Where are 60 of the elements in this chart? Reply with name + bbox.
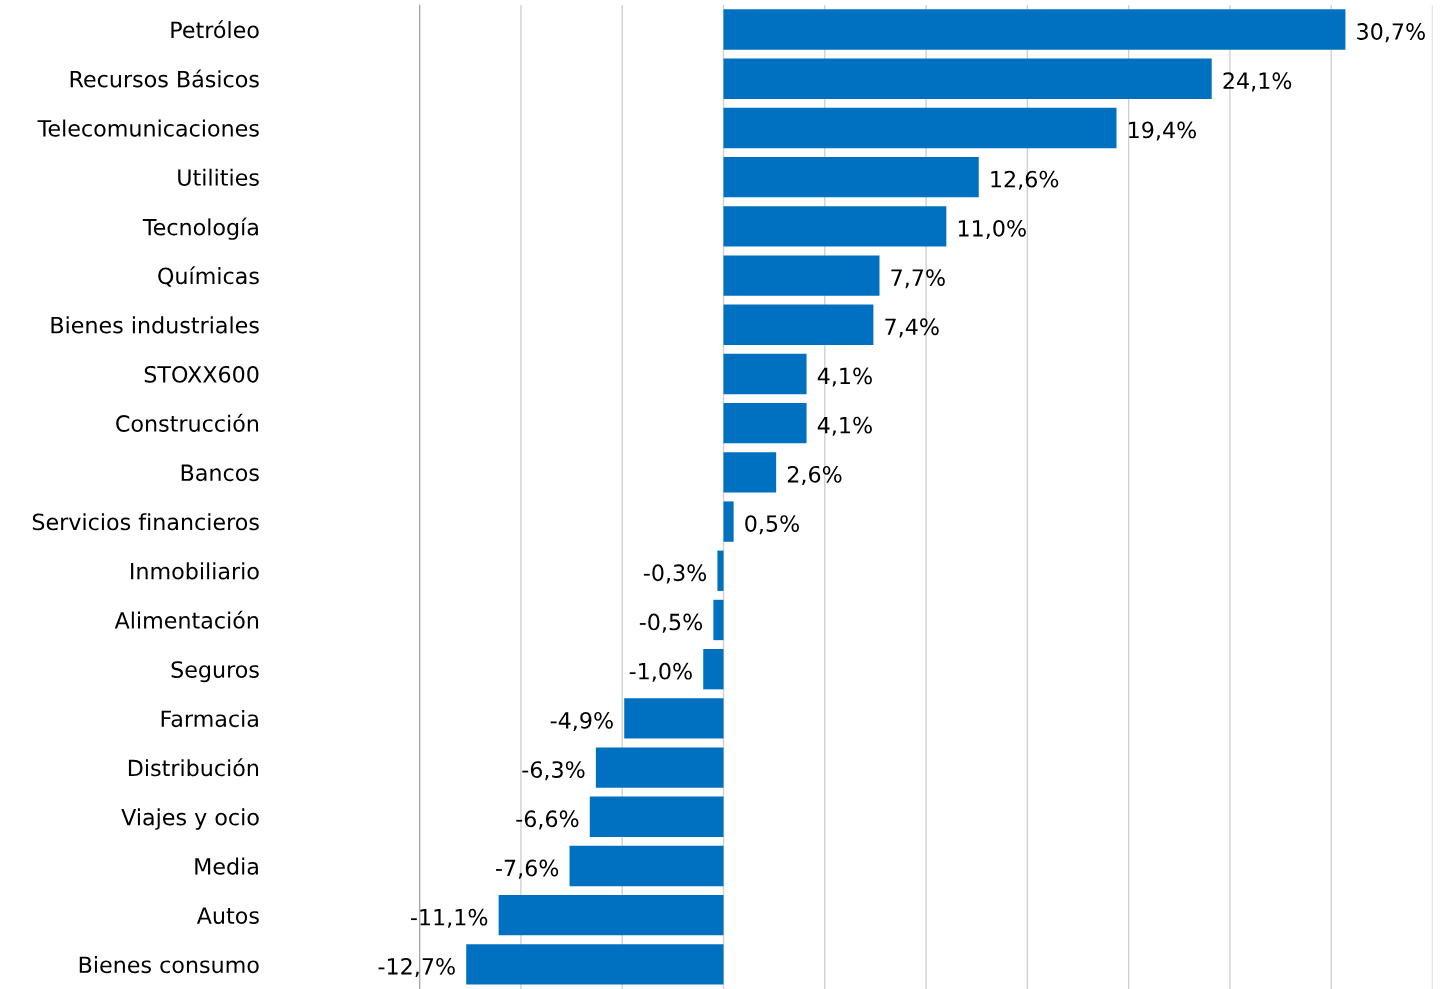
y-tick-label: Viajes y ocio [121,808,259,830]
bar [723,156,979,198]
data-label: 19,4% [1129,121,1196,141]
data-label: 30,7% [1357,23,1425,43]
data-label: 7,4% [885,318,939,338]
bar [723,501,734,542]
bar [723,58,1212,99]
y-tick-label: Distribución [128,758,259,777]
y-tick-label: Telecomunicaciones [37,119,259,137]
data-label: -0,5% [639,613,703,633]
y-tick-label: Recursos Básicos [70,69,259,88]
bar [589,796,724,837]
bar [498,895,724,936]
bar [723,304,874,345]
bar [723,206,947,247]
data-label: 24,1% [1223,72,1292,92]
y-tick-label: Petróleo [171,20,259,39]
data-label: -6,6% [516,810,579,830]
y-tick-label: Inmobiliario [131,562,259,580]
data-label: -1,0% [629,662,692,682]
data-label: 11,0% [958,219,1026,240]
bar [624,698,724,739]
data-label: -0,3% [643,564,707,584]
y-tick-label: Tecnología [142,217,258,240]
data-label: 12,6% [991,170,1059,190]
y-tick-label: Alimentación [114,610,259,629]
data-label: 7,7% [891,269,945,289]
data-label: 4,1% [817,416,872,436]
bar [717,550,724,591]
data-label: -12,7% [378,957,455,978]
y-tick-label: STOXX600 [144,365,259,383]
y-tick-label: Utilities [178,168,259,186]
data-label: -6,3% [522,761,585,781]
y-tick-label: Bancos [181,464,259,482]
y-tick-label: Farmacia [161,709,258,728]
data-label: 4,1% [817,367,872,387]
y-tick-label: Bienes consumo [79,955,259,974]
y-tick-label: Servicios financieros [32,513,259,531]
data-label: -7,6% [496,859,559,879]
bar [723,107,1117,149]
bar [466,944,724,985]
bar [703,649,724,690]
bar [723,9,1346,50]
y-tick-label: Químicas [158,266,259,287]
y-tick-label: Media [195,857,258,875]
bar [569,845,724,887]
y-tick-label: Construcción [116,413,259,432]
bar [595,747,724,788]
bar [723,403,807,444]
y-tick-label: Seguros [171,661,259,683]
bar [713,599,724,641]
data-label: -4,9% [550,711,613,732]
y-tick-label: Autos [196,907,259,924]
bar [723,353,807,395]
data-label: 0,5% [745,515,799,535]
y-tick-label: Bienes industriales [51,316,259,334]
data-label: 2,6% [787,465,842,486]
data-label: -11,1% [410,908,488,928]
bar [723,452,777,493]
bar [723,255,880,296]
